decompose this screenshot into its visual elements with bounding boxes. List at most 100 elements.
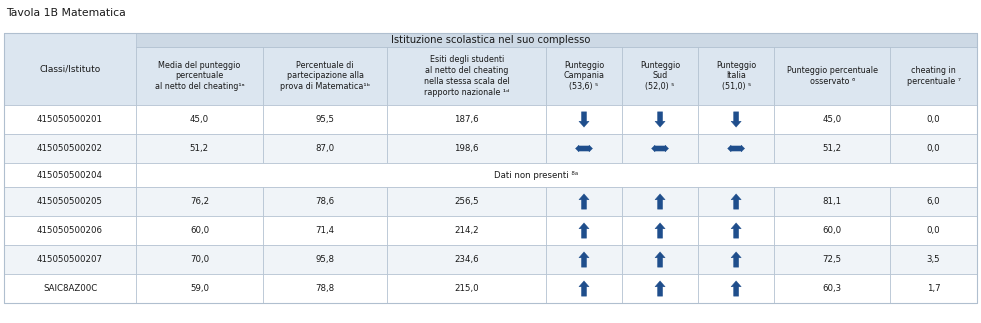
Bar	[891, 47, 977, 105]
Text: 0,0: 0,0	[927, 115, 941, 124]
Text: 214,2: 214,2	[454, 226, 479, 235]
Bar	[891, 274, 977, 303]
Polygon shape	[651, 145, 669, 152]
Polygon shape	[731, 194, 742, 209]
Bar	[136, 187, 263, 216]
Polygon shape	[579, 281, 590, 296]
Bar	[136, 216, 263, 245]
Bar	[4, 216, 136, 245]
Text: 415050500202: 415050500202	[37, 144, 103, 153]
Text: 70,0: 70,0	[190, 255, 209, 264]
Bar	[622, 105, 698, 134]
Bar	[546, 47, 622, 105]
Bar	[546, 274, 622, 303]
Polygon shape	[655, 194, 665, 209]
Bar	[4, 187, 136, 216]
Text: 72,5: 72,5	[823, 255, 842, 264]
Bar	[4, 245, 136, 274]
Bar	[546, 187, 622, 216]
Polygon shape	[655, 223, 665, 238]
Bar	[136, 47, 263, 105]
Text: Media del punteggio
percentuale
al netto del cheating¹ᵃ: Media del punteggio percentuale al netto…	[155, 61, 244, 91]
Bar	[263, 105, 387, 134]
Bar	[263, 245, 387, 274]
Text: 51,2: 51,2	[190, 144, 209, 153]
Bar	[387, 216, 546, 245]
Bar	[136, 163, 977, 187]
Bar	[698, 134, 774, 163]
Text: Punteggio
Campania
(53,6) ⁵: Punteggio Campania (53,6) ⁵	[563, 61, 604, 91]
Bar	[136, 105, 263, 134]
Text: 256,5: 256,5	[454, 197, 479, 206]
Bar	[546, 134, 622, 163]
Text: 415050500206: 415050500206	[37, 226, 103, 235]
Bar	[546, 245, 622, 274]
Text: 198,6: 198,6	[454, 144, 479, 153]
Bar	[263, 187, 387, 216]
Bar	[698, 47, 774, 105]
Text: 415050500207: 415050500207	[37, 255, 103, 264]
Text: 0,0: 0,0	[927, 144, 941, 153]
Bar	[774, 187, 891, 216]
Text: 415050500201: 415050500201	[37, 115, 103, 124]
Polygon shape	[579, 112, 590, 127]
Text: Punteggio
Italia
(51,0) ⁵: Punteggio Italia (51,0) ⁵	[716, 61, 756, 91]
Text: 60,3: 60,3	[823, 284, 842, 293]
Text: 415050500205: 415050500205	[37, 197, 103, 206]
Bar	[136, 274, 263, 303]
Bar	[622, 245, 698, 274]
Bar	[698, 187, 774, 216]
Bar	[546, 216, 622, 245]
Bar	[891, 216, 977, 245]
Bar	[136, 245, 263, 274]
Bar	[4, 163, 136, 187]
Bar	[387, 105, 546, 134]
Bar	[891, 187, 977, 216]
Bar	[387, 47, 546, 105]
Bar	[4, 33, 136, 105]
Bar	[774, 47, 891, 105]
Bar	[774, 216, 891, 245]
Bar	[774, 105, 891, 134]
Bar	[4, 33, 977, 303]
Bar	[622, 274, 698, 303]
Polygon shape	[579, 252, 590, 267]
Polygon shape	[655, 112, 665, 127]
Polygon shape	[579, 194, 590, 209]
Bar	[774, 134, 891, 163]
Bar	[774, 245, 891, 274]
Bar	[622, 216, 698, 245]
Bar	[4, 33, 977, 47]
Bar	[622, 187, 698, 216]
Polygon shape	[731, 281, 742, 296]
Polygon shape	[655, 281, 665, 296]
Text: 3,5: 3,5	[927, 255, 941, 264]
Bar	[891, 105, 977, 134]
Text: Punteggio
Sud
(52,0) ⁵: Punteggio Sud (52,0) ⁵	[640, 61, 680, 91]
Text: 187,6: 187,6	[454, 115, 479, 124]
Text: Istituzione scolastica nel suo complesso: Istituzione scolastica nel suo complesso	[390, 35, 591, 45]
Bar	[622, 47, 698, 105]
Bar	[387, 134, 546, 163]
Polygon shape	[731, 223, 742, 238]
Text: 415050500204: 415050500204	[37, 171, 103, 180]
Text: 59,0: 59,0	[190, 284, 209, 293]
Text: 6,0: 6,0	[927, 197, 941, 206]
Text: 76,2: 76,2	[190, 197, 209, 206]
Polygon shape	[731, 252, 742, 267]
Text: 78,8: 78,8	[316, 284, 335, 293]
Bar	[263, 274, 387, 303]
Bar	[698, 216, 774, 245]
Text: 60,0: 60,0	[823, 226, 842, 235]
Polygon shape	[728, 145, 745, 152]
Bar	[698, 245, 774, 274]
Bar	[546, 105, 622, 134]
Bar	[263, 47, 387, 105]
Text: Percentuale di
partecipazione alla
prova di Matematica¹ᵇ: Percentuale di partecipazione alla prova…	[281, 61, 370, 91]
Bar	[263, 216, 387, 245]
Text: 51,2: 51,2	[823, 144, 842, 153]
Text: Tavola 1B Matematica: Tavola 1B Matematica	[6, 8, 126, 18]
Bar	[387, 187, 546, 216]
Text: 45,0: 45,0	[190, 115, 209, 124]
Text: 78,6: 78,6	[316, 197, 335, 206]
